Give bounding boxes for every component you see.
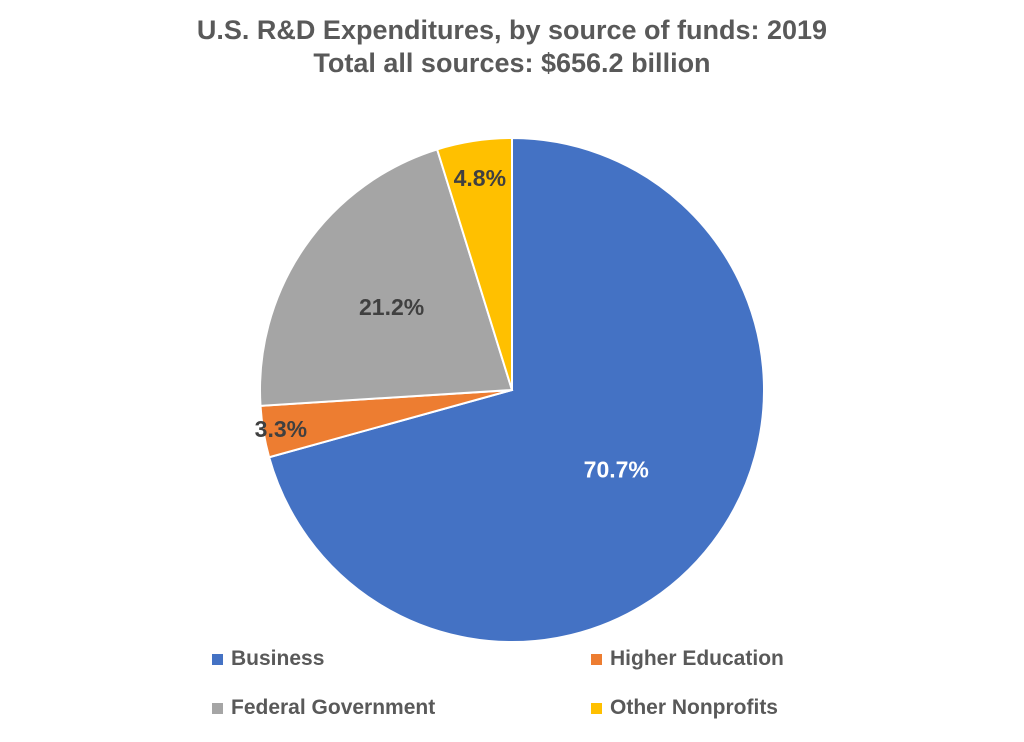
- legend-swatch-federal-government: [212, 702, 223, 714]
- data-label-other-nonprofits: 4.8%: [454, 165, 506, 191]
- pie-slice-business: [267, 136, 765, 643]
- pie-slice-federal-government: [259, 148, 514, 407]
- legend-label-higher-education: Higher Education: [610, 647, 784, 670]
- legend-item-federal-government: Federal Government: [212, 696, 435, 720]
- legend-label-other-nonprofits: Other Nonprofits: [610, 696, 778, 719]
- pie-slice-other-nonprofits: [435, 136, 513, 391]
- chart-title: U.S. R&D Expenditures, by source of fund…: [0, 14, 1024, 80]
- data-label-higher-education: 3.3%: [255, 416, 307, 442]
- legend-swatch-other-nonprofits: [591, 702, 602, 714]
- legend-item-higher-education: Higher Education: [591, 647, 784, 671]
- legend-swatch-higher-education: [591, 653, 602, 665]
- data-label-business: 70.7%: [584, 456, 649, 482]
- legend-swatch-business: [212, 653, 223, 665]
- legend-item-other-nonprofits: Other Nonprofits: [591, 696, 778, 720]
- legend-item-business: Business: [212, 647, 324, 671]
- legend-label-business: Business: [231, 647, 325, 670]
- chart-title-line1: U.S. R&D Expenditures, by source of fund…: [196, 15, 828, 45]
- legend-label-federal-government: Federal Government: [231, 696, 436, 719]
- data-label-federal-government: 21.2%: [359, 294, 424, 320]
- chart-subtitle: Total all sources: $656.2 billion: [313, 48, 711, 78]
